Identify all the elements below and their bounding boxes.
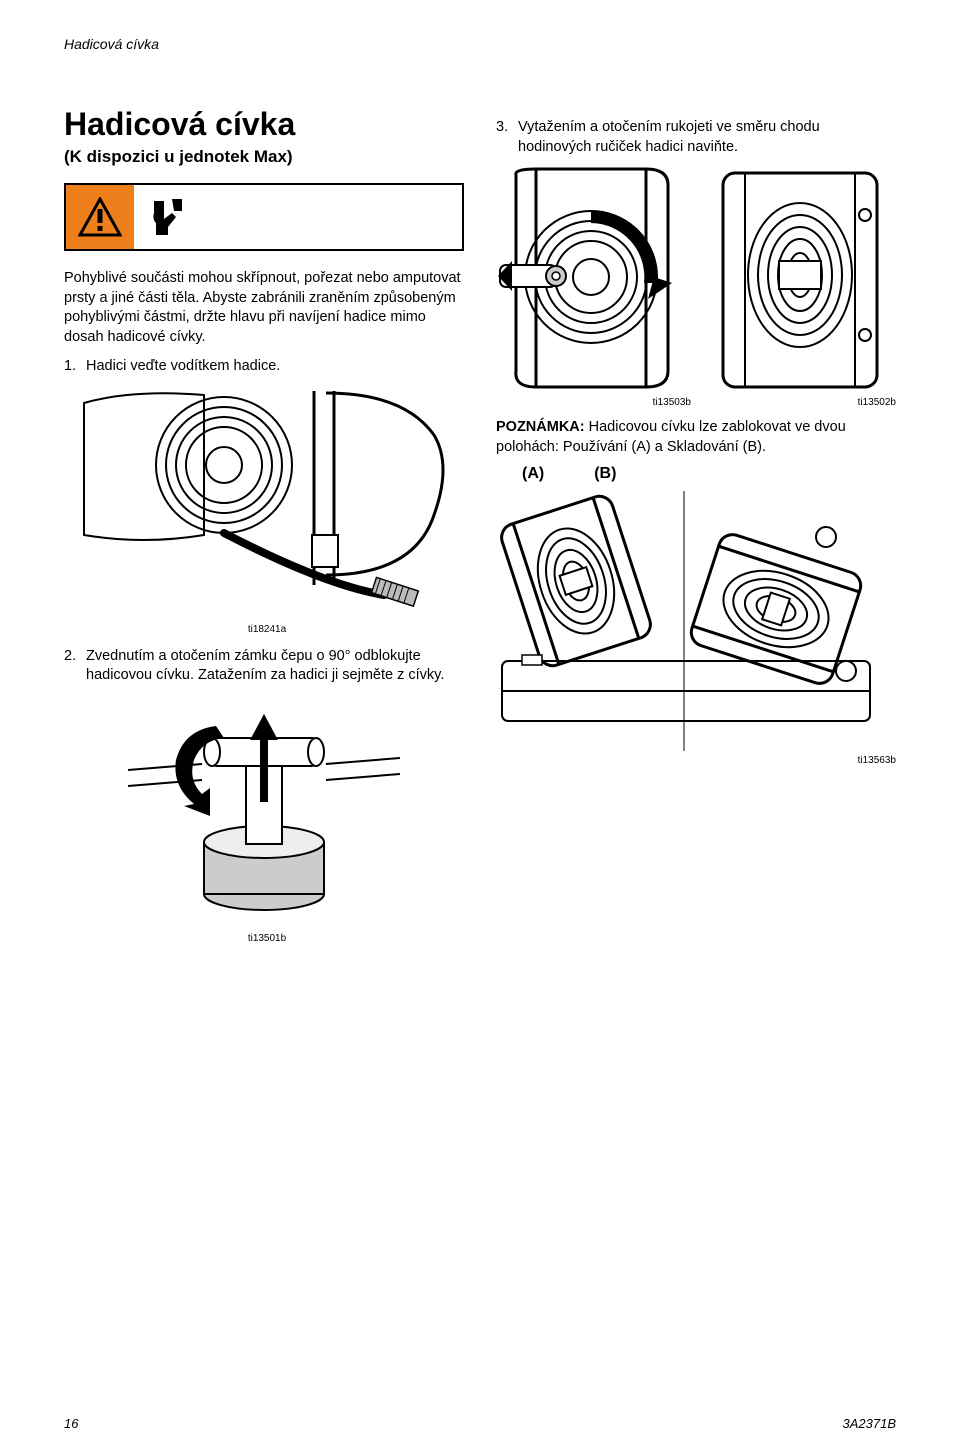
page-subtitle: (K dispozici u jednotek Max) [64,147,464,167]
figure-3b-id: ti13502b [703,397,896,408]
alert-icon-box [66,185,134,249]
figure-hose-guide [64,385,464,615]
alert-triangle-icon [78,197,122,237]
step-1-text: Hadici veďte vodítkem hadice. [86,357,464,377]
step-3-text: Vytažením a otočením rukojeti ve směru c… [518,118,896,157]
page-footer: 16 3A2371B [64,1416,896,1431]
step-3-number: 3. [496,118,518,157]
left-column: Hadicová cívka (K dispozici u jednotek M… [64,76,464,946]
page-title: Hadicová cívka [64,106,464,143]
step-2: 2. Zvednutím a otočením zámku čepu o 90°… [64,647,464,686]
figure-3a-id: ti13503b [496,397,691,408]
warning-text: Pohyblivé součásti mohou skřípnout, poře… [64,269,464,347]
figure-1-id-row: ti18241a [64,619,464,637]
figure-2-id-row: ti13501b [64,928,464,946]
note-text: POZNÁMKA: Hadicovou cívku lze zablokovat… [496,418,896,457]
right-column: 3. Vytažením a otočením rukojeti ve směr… [496,76,896,946]
figure-positions-id: ti13563b [496,755,896,766]
two-column-layout: Hadicová cívka (K dispozici u jednotek M… [64,76,896,946]
figure-positions [496,491,896,751]
step-2-number: 2. [64,647,86,686]
hose-guide-illustration [74,385,454,615]
warning-spacer [198,185,462,249]
figure-lock-pin [64,694,464,924]
figure-wind-side: ti13503b [496,165,691,408]
section-header: Hadicová cívka [64,36,896,52]
lock-pin-illustration [124,694,404,924]
label-b: (B) [594,465,616,483]
note-prefix: POZNÁMKA: [496,419,585,435]
page-number: 16 [64,1416,78,1431]
warning-bar [64,183,464,251]
figure-wind-row: ti13503b [496,165,896,408]
page: Hadicová cívka Hadicová cívka (K dispozi… [0,0,960,1443]
ab-labels: (A) (B) [522,465,896,483]
step-1-number: 1. [64,357,86,377]
figure-1-id: ti18241a [248,624,286,635]
step-1: 1. Hadici veďte vodítkem hadice. [64,357,464,377]
positions-illustration [496,491,876,751]
wind-front-illustration [715,165,885,395]
crush-hazard-icon [146,195,186,239]
label-a: (A) [522,465,544,483]
step-3: 3. Vytažením a otočením rukojeti ve směr… [496,118,896,157]
wind-side-illustration [496,165,691,395]
doc-number: 3A2371B [843,1416,897,1431]
figure-2-id: ti13501b [248,933,286,944]
step-2-text: Zvednutím a otočením zámku čepu o 90° od… [86,647,464,686]
figure-wind-front: ti13502b [703,165,896,408]
crush-hazard-icon-box [134,185,198,249]
